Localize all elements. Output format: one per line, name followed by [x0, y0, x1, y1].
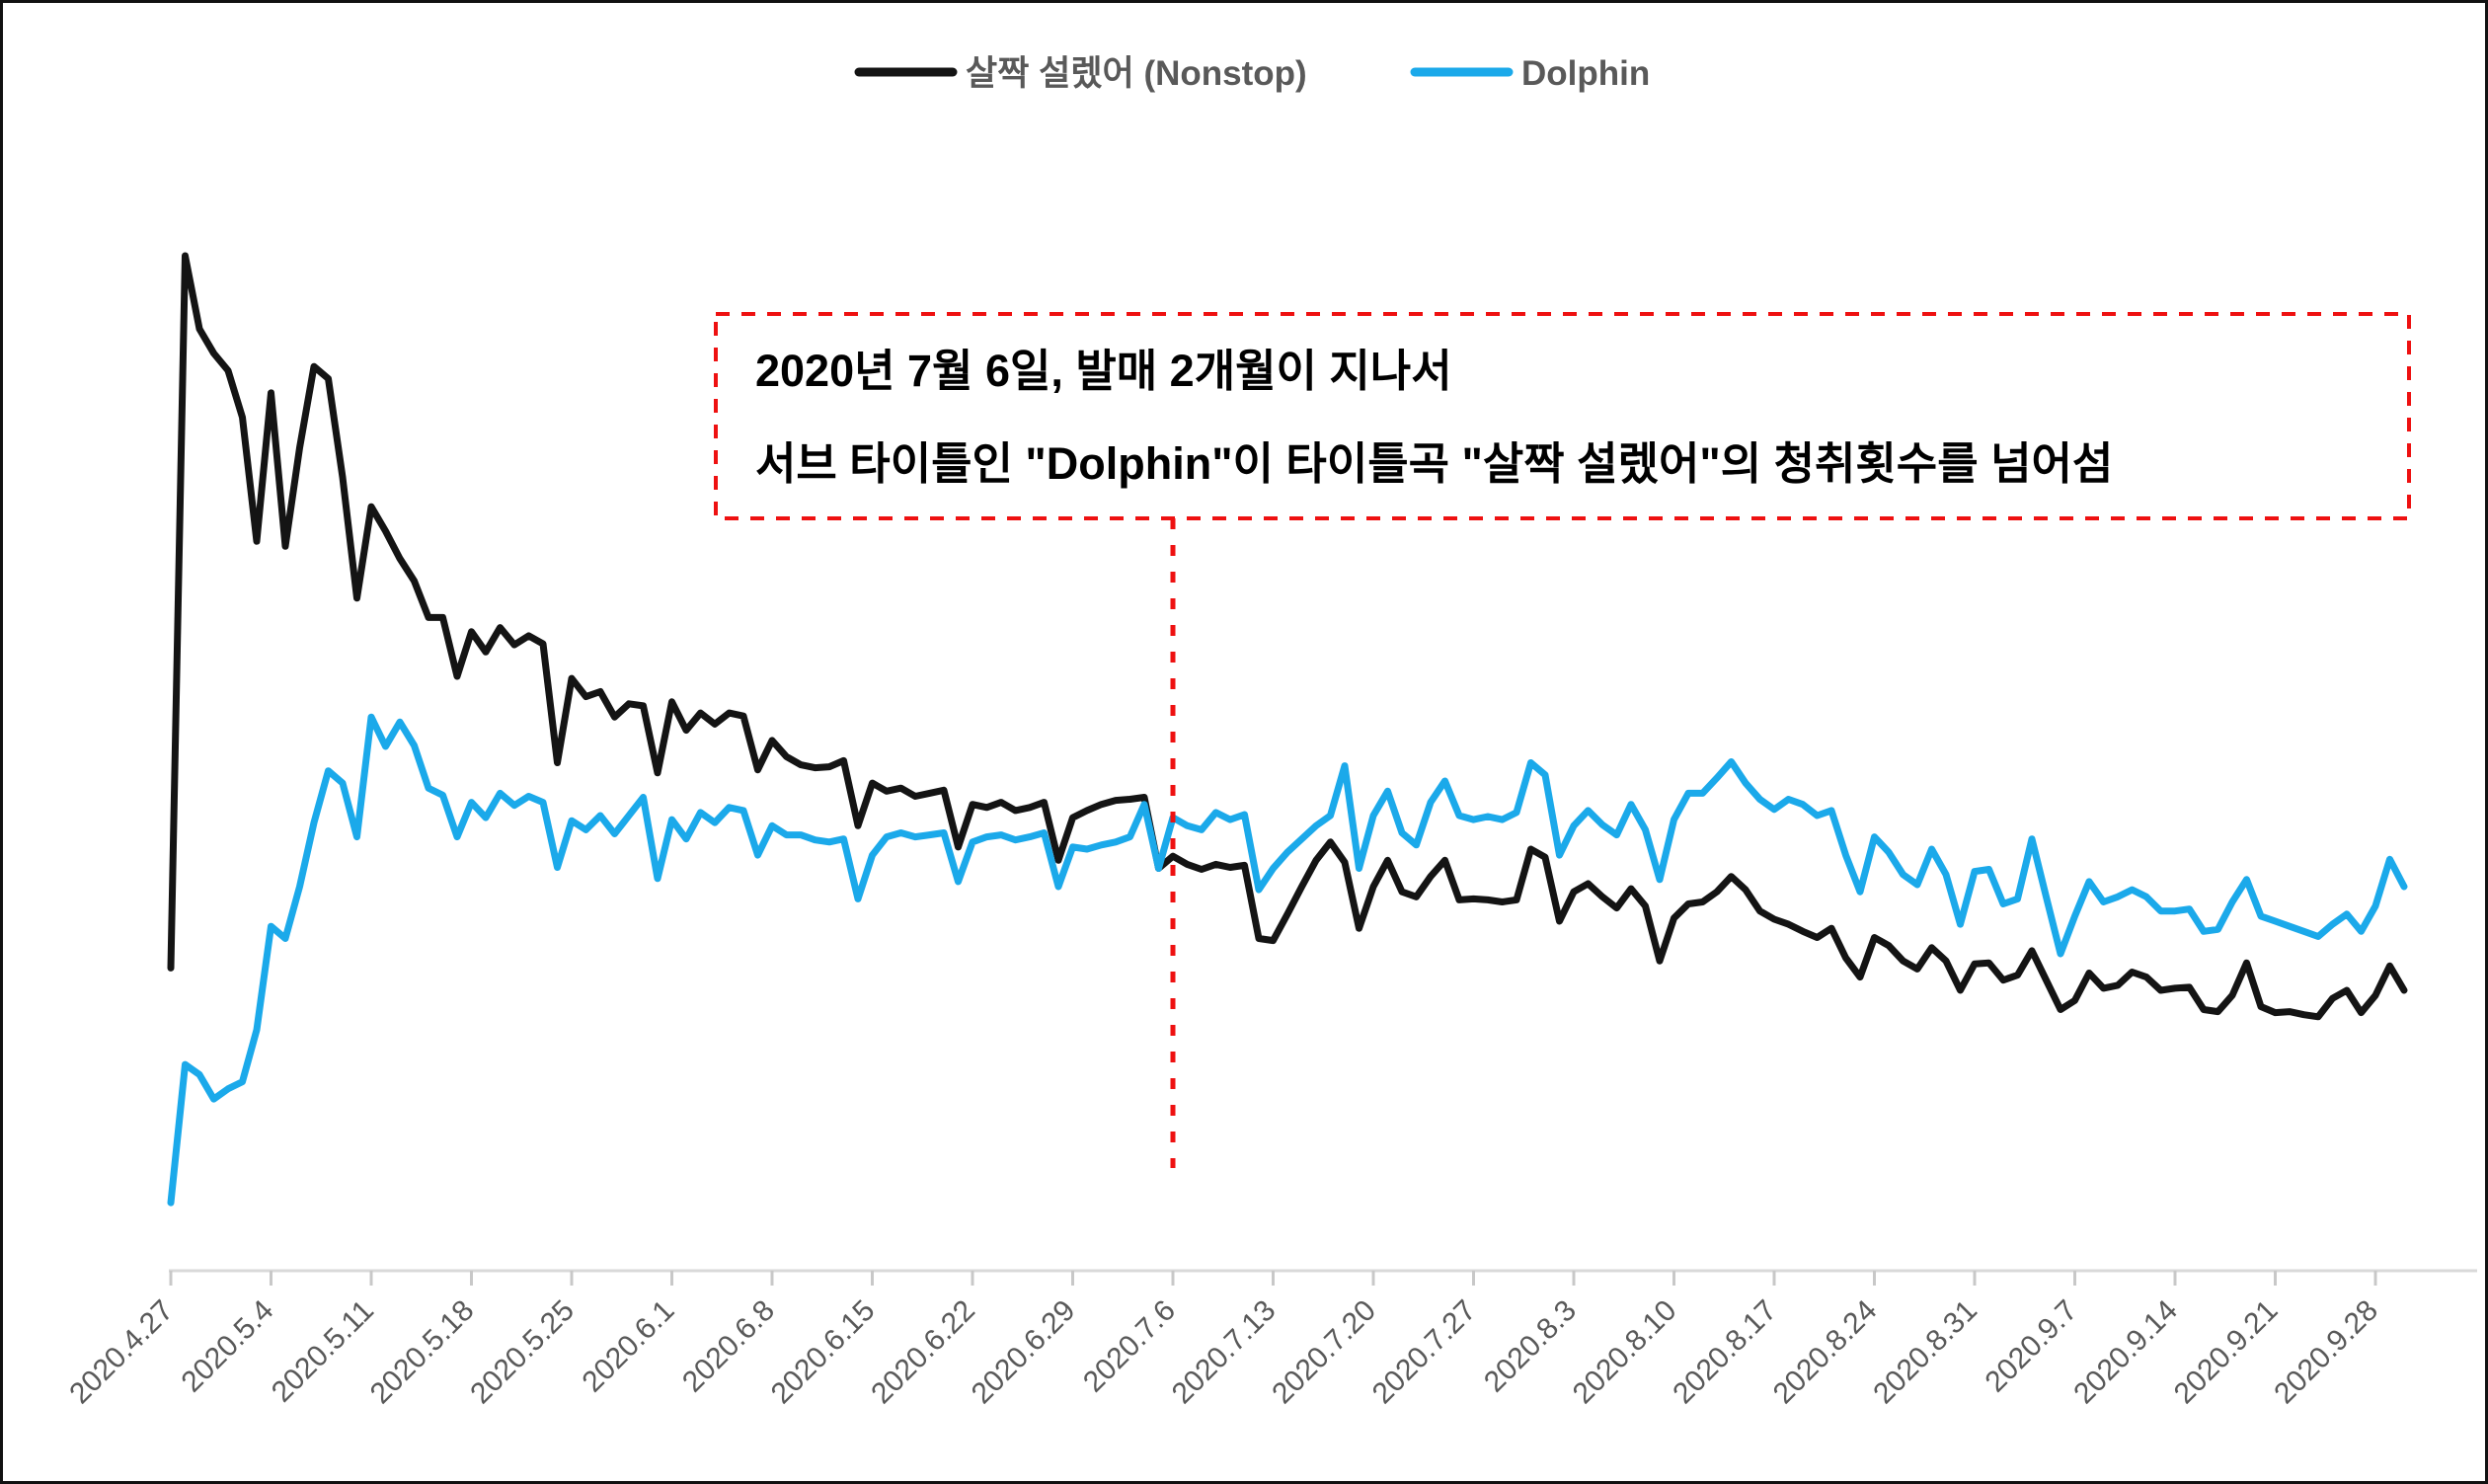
x-tick-label: 2020.6.8 [676, 1294, 781, 1399]
x-tick-label: 2020.8.31 [1867, 1294, 1983, 1411]
x-tick-label: 2020.7.6 [1077, 1294, 1182, 1399]
x-tick-labels: 2020.4.272020.5.42020.5.112020.5.182020.… [63, 1294, 2384, 1411]
x-tick-label: 2020.7.27 [1366, 1294, 1483, 1411]
x-tick-label: 2020.8.24 [1767, 1294, 1884, 1411]
legend: 살짝 설렜어 (Nonstop) Dolphin [854, 54, 1650, 93]
x-tick-label: 2020.5.11 [266, 1294, 380, 1409]
x-tick-label: 2020.5.4 [176, 1294, 280, 1399]
x-axis: 2020.4.272020.5.42020.5.112020.5.182020.… [63, 1269, 2477, 1411]
x-tick-label: 2020.6.22 [865, 1294, 981, 1411]
x-tick-label: 2020.6.15 [765, 1294, 882, 1411]
series-nonstop-line [167, 252, 2408, 1021]
series-group [167, 252, 2408, 1207]
x-tick-label: 2020.4.27 [63, 1294, 180, 1411]
x-tick-label: 2020.9.21 [2168, 1294, 2285, 1411]
x-tick-label: 2020.7.13 [1166, 1294, 1283, 1411]
x-tick-label: 2020.5.18 [364, 1294, 481, 1411]
x-tick-label: 2020.7.20 [1266, 1294, 1382, 1411]
x-tick-label: 2020.6.1 [577, 1294, 681, 1399]
annotation-line-1: 2020년 7월 6일, 발매 2개월이 지나서 [755, 346, 1452, 396]
x-tick-label: 2020.8.3 [1478, 1294, 1583, 1399]
x-tick-label: 2020.5.25 [464, 1294, 581, 1411]
annotation-box [714, 312, 2411, 520]
line-chart: 살짝 설렜어 (Nonstop) Dolphin 2020.4.272020.5… [63, 54, 2477, 1411]
x-tick-label: 2020.9.28 [2268, 1294, 2384, 1411]
annotation-line-2: 서브 타이틀인 "Dolphin"이 타이틀곡 "살짝 설렜어"의 청취횟수를 … [755, 438, 2113, 489]
series-dolphin-line [167, 713, 2408, 1207]
annotation: 2020년 7월 6일, 발매 2개월이 지나서 서브 타이틀인 "Dolphi… [714, 312, 2411, 1168]
x-tick-label: 2020.9.7 [1980, 1294, 2084, 1399]
x-tick-label: 2020.6.29 [966, 1294, 1082, 1411]
x-tick-label: 2020.9.14 [2067, 1294, 2184, 1411]
x-ticks [169, 1271, 2377, 1286]
legend-label-nonstop: 살짝 설렜어 (Nonstop) [966, 54, 1307, 93]
x-tick-label: 2020.8.17 [1667, 1294, 1783, 1411]
legend-label-dolphin: Dolphin [1521, 54, 1650, 93]
x-tick-label: 2020.8.10 [1567, 1294, 1683, 1411]
